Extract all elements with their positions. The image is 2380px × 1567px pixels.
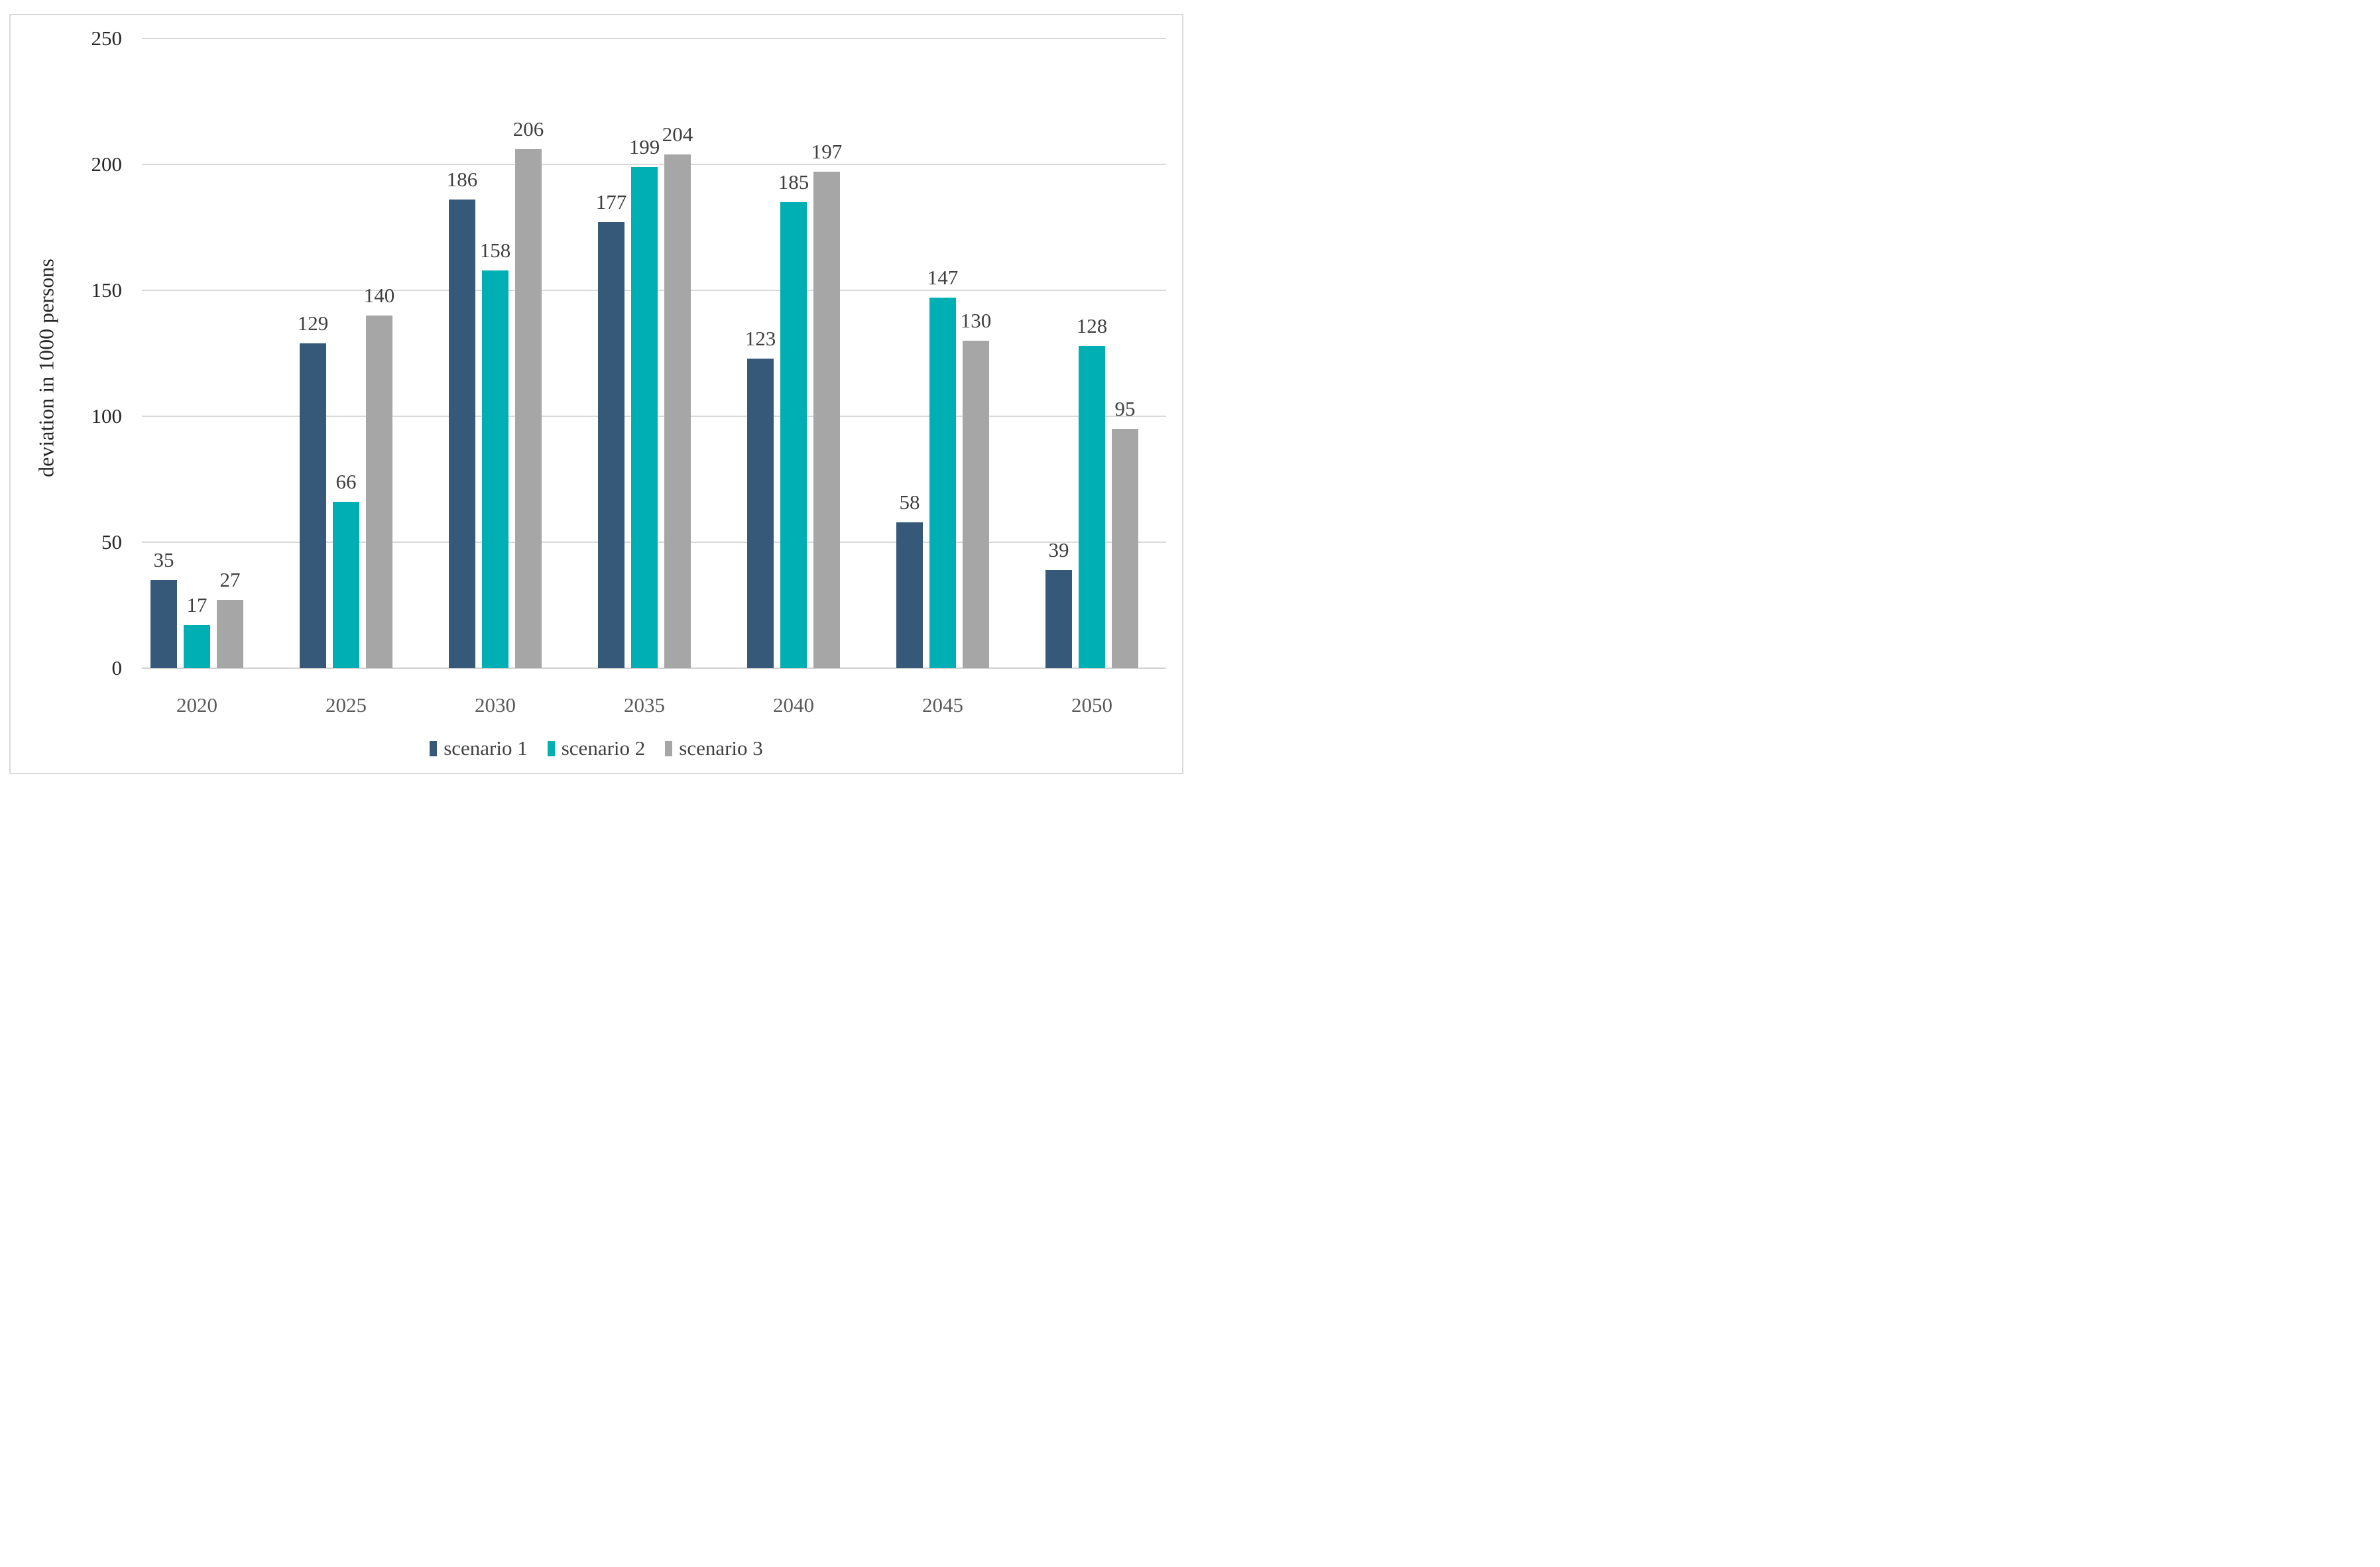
bar-2030-scenario-1 — [449, 200, 475, 668]
data-label-2030-scenario-1: 186 — [446, 168, 478, 192]
data-label-2035-scenario-3: 204 — [662, 122, 693, 146]
data-label-2035-scenario-2: 199 — [628, 135, 660, 158]
bar-2045-scenario-2 — [929, 298, 956, 668]
data-label-2020-scenario-3: 27 — [219, 568, 241, 592]
y-tick-label-100: 100 — [91, 404, 123, 428]
data-label-2045-scenario-3: 130 — [960, 309, 992, 332]
data-label-2020-scenario-2: 17 — [186, 593, 208, 617]
x-axis-line — [142, 667, 1166, 669]
chart-figure: deviation in 1000 persons 35 17 27 129 66 140… — [9, 14, 1183, 774]
data-label-2050-scenario-3: 95 — [1114, 397, 1136, 420]
y-tick-label-200: 200 — [91, 152, 123, 176]
data-label-2040-scenario-1: 123 — [744, 326, 776, 350]
bar-2025-scenario-2 — [333, 502, 359, 668]
bar-2020-scenario-2 — [184, 625, 210, 668]
data-label-2025-scenario-1: 129 — [297, 311, 329, 335]
x-axis-label-2030: 2030 — [475, 693, 516, 717]
legend: scenario 1 scenario 2 scenario 3 — [11, 736, 1182, 760]
bar-2020-scenario-3 — [217, 600, 243, 668]
bar-2035-scenario-3 — [664, 154, 691, 668]
data-label-2050-scenario-1: 39 — [1048, 538, 1069, 561]
bar-2035-scenario-2 — [631, 166, 658, 668]
legend-label-scenario-2: scenario 2 — [561, 736, 646, 760]
data-label-2050-scenario-2: 128 — [1076, 314, 1108, 337]
bar-2040-scenario-3 — [813, 172, 840, 668]
x-axis-label-2045: 2045 — [922, 693, 963, 717]
data-label-2030-scenario-3: 206 — [512, 117, 544, 141]
y-tick-label-50: 50 — [101, 530, 122, 553]
bar-2025-scenario-3 — [366, 316, 392, 668]
legend-marker-scenario-2 — [547, 740, 555, 756]
bar-2040-scenario-1 — [747, 358, 774, 668]
bar-2050-scenario-2 — [1079, 345, 1105, 668]
x-axis-label-2025: 2025 — [326, 693, 367, 717]
legend-marker-scenario-3 — [665, 740, 673, 756]
data-label-2040-scenario-2: 185 — [778, 170, 809, 194]
legend-item-scenario-1: scenario 1 — [430, 736, 528, 760]
gridline-200 — [142, 164, 1166, 165]
data-label-2035-scenario-1: 177 — [595, 190, 627, 214]
x-axis-label-2035: 2035 — [624, 693, 665, 717]
bar-2040-scenario-2 — [780, 202, 807, 668]
bar-2050-scenario-1 — [1045, 569, 1072, 668]
legend-label-scenario-1: scenario 1 — [444, 736, 528, 760]
bar-2045-scenario-1 — [896, 522, 923, 668]
data-label-2040-scenario-3: 197 — [811, 140, 843, 164]
x-axis-label-2020: 2020 — [176, 693, 217, 717]
data-label-2045-scenario-1: 58 — [899, 490, 920, 514]
data-label-2025-scenario-3: 140 — [363, 284, 395, 307]
y-tick-label-0: 0 — [111, 656, 123, 679]
bar-2030-scenario-2 — [482, 270, 508, 668]
x-axis-label-2040: 2040 — [773, 693, 814, 717]
legend-item-scenario-3: scenario 3 — [665, 736, 763, 760]
data-label-2030-scenario-2: 158 — [479, 238, 511, 262]
plot-area: 35 17 27 129 66 140 186 158 206 177 199 204 123 185 19… — [142, 38, 1166, 717]
bar-2035-scenario-1 — [598, 222, 625, 668]
bar-2020-scenario-1 — [150, 580, 177, 668]
chart-page: deviation in 1000 persons 35 17 27 129 66 140… — [0, 0, 1190, 784]
bar-2025-scenario-1 — [300, 343, 326, 668]
y-tick-label-150: 150 — [91, 278, 123, 302]
bar-2030-scenario-3 — [515, 149, 542, 668]
legend-item-scenario-2: scenario 2 — [547, 736, 646, 760]
legend-marker-scenario-1 — [430, 740, 438, 756]
bar-2050-scenario-3 — [1112, 429, 1138, 668]
legend-label-scenario-3: scenario 3 — [679, 736, 763, 760]
data-label-2020-scenario-1: 35 — [153, 548, 174, 571]
x-axis-label-2050: 2050 — [1071, 693, 1112, 717]
bar-2045-scenario-3 — [963, 341, 989, 668]
y-tick-label-250: 250 — [91, 27, 123, 50]
data-label-2025-scenario-2: 66 — [335, 470, 357, 494]
gridline-250 — [142, 38, 1166, 39]
data-label-2045-scenario-2: 147 — [927, 266, 959, 290]
